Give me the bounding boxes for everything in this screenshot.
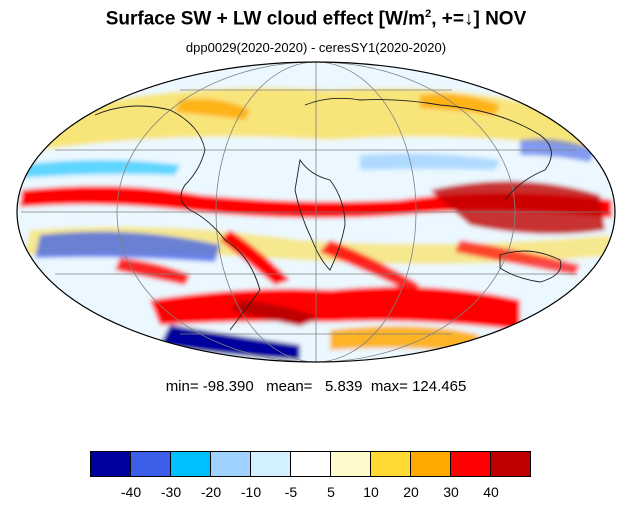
global-map xyxy=(16,61,616,363)
colorbar xyxy=(90,451,531,477)
colorbar-swatch xyxy=(170,451,211,477)
map-boundary xyxy=(16,61,616,363)
coastlines xyxy=(94,97,562,331)
colorbar-tick-label: -30 xyxy=(160,484,182,500)
colorbar-tick-label: 20 xyxy=(403,484,419,500)
colorbar-swatch xyxy=(330,451,371,477)
colorbar-swatch xyxy=(130,451,171,477)
colorbar-tick-label: 10 xyxy=(363,484,379,500)
colorbar-tick-label: -10 xyxy=(240,484,262,500)
colorbar-swatch xyxy=(450,451,491,477)
colorbar-tick-label: 30 xyxy=(443,484,459,500)
title-superscript: 2 xyxy=(425,8,432,20)
colorbar-swatch xyxy=(290,451,331,477)
title-main: Surface SW + LW cloud effect [W/m xyxy=(105,8,426,30)
colorbar-swatch xyxy=(90,451,131,477)
colorbar-tick-label: -5 xyxy=(284,484,298,500)
colorbar-tick-label: -20 xyxy=(200,484,222,500)
colorbar-swatch xyxy=(250,451,291,477)
colorbar-tick-label: 40 xyxy=(483,484,499,500)
title-tail: , +=↓] NOV xyxy=(431,8,527,30)
map-subtitle: dpp0029(2020-2020) - ceresSY1(2020-2020) xyxy=(185,40,447,55)
colorbar-swatch xyxy=(410,451,451,477)
colorbar-swatch xyxy=(210,451,251,477)
field-statistics: min= -98.390 mean= 5.839 max= 124.465 xyxy=(165,378,467,395)
colorbar-swatch xyxy=(490,451,531,477)
colorbar-tick-label: 5 xyxy=(327,484,335,500)
colorbar-swatch xyxy=(370,451,411,477)
map-title: Surface SW + LW cloud effect [W/m2, +=↓]… xyxy=(0,8,632,30)
colorbar-tick-label: -40 xyxy=(120,484,142,500)
